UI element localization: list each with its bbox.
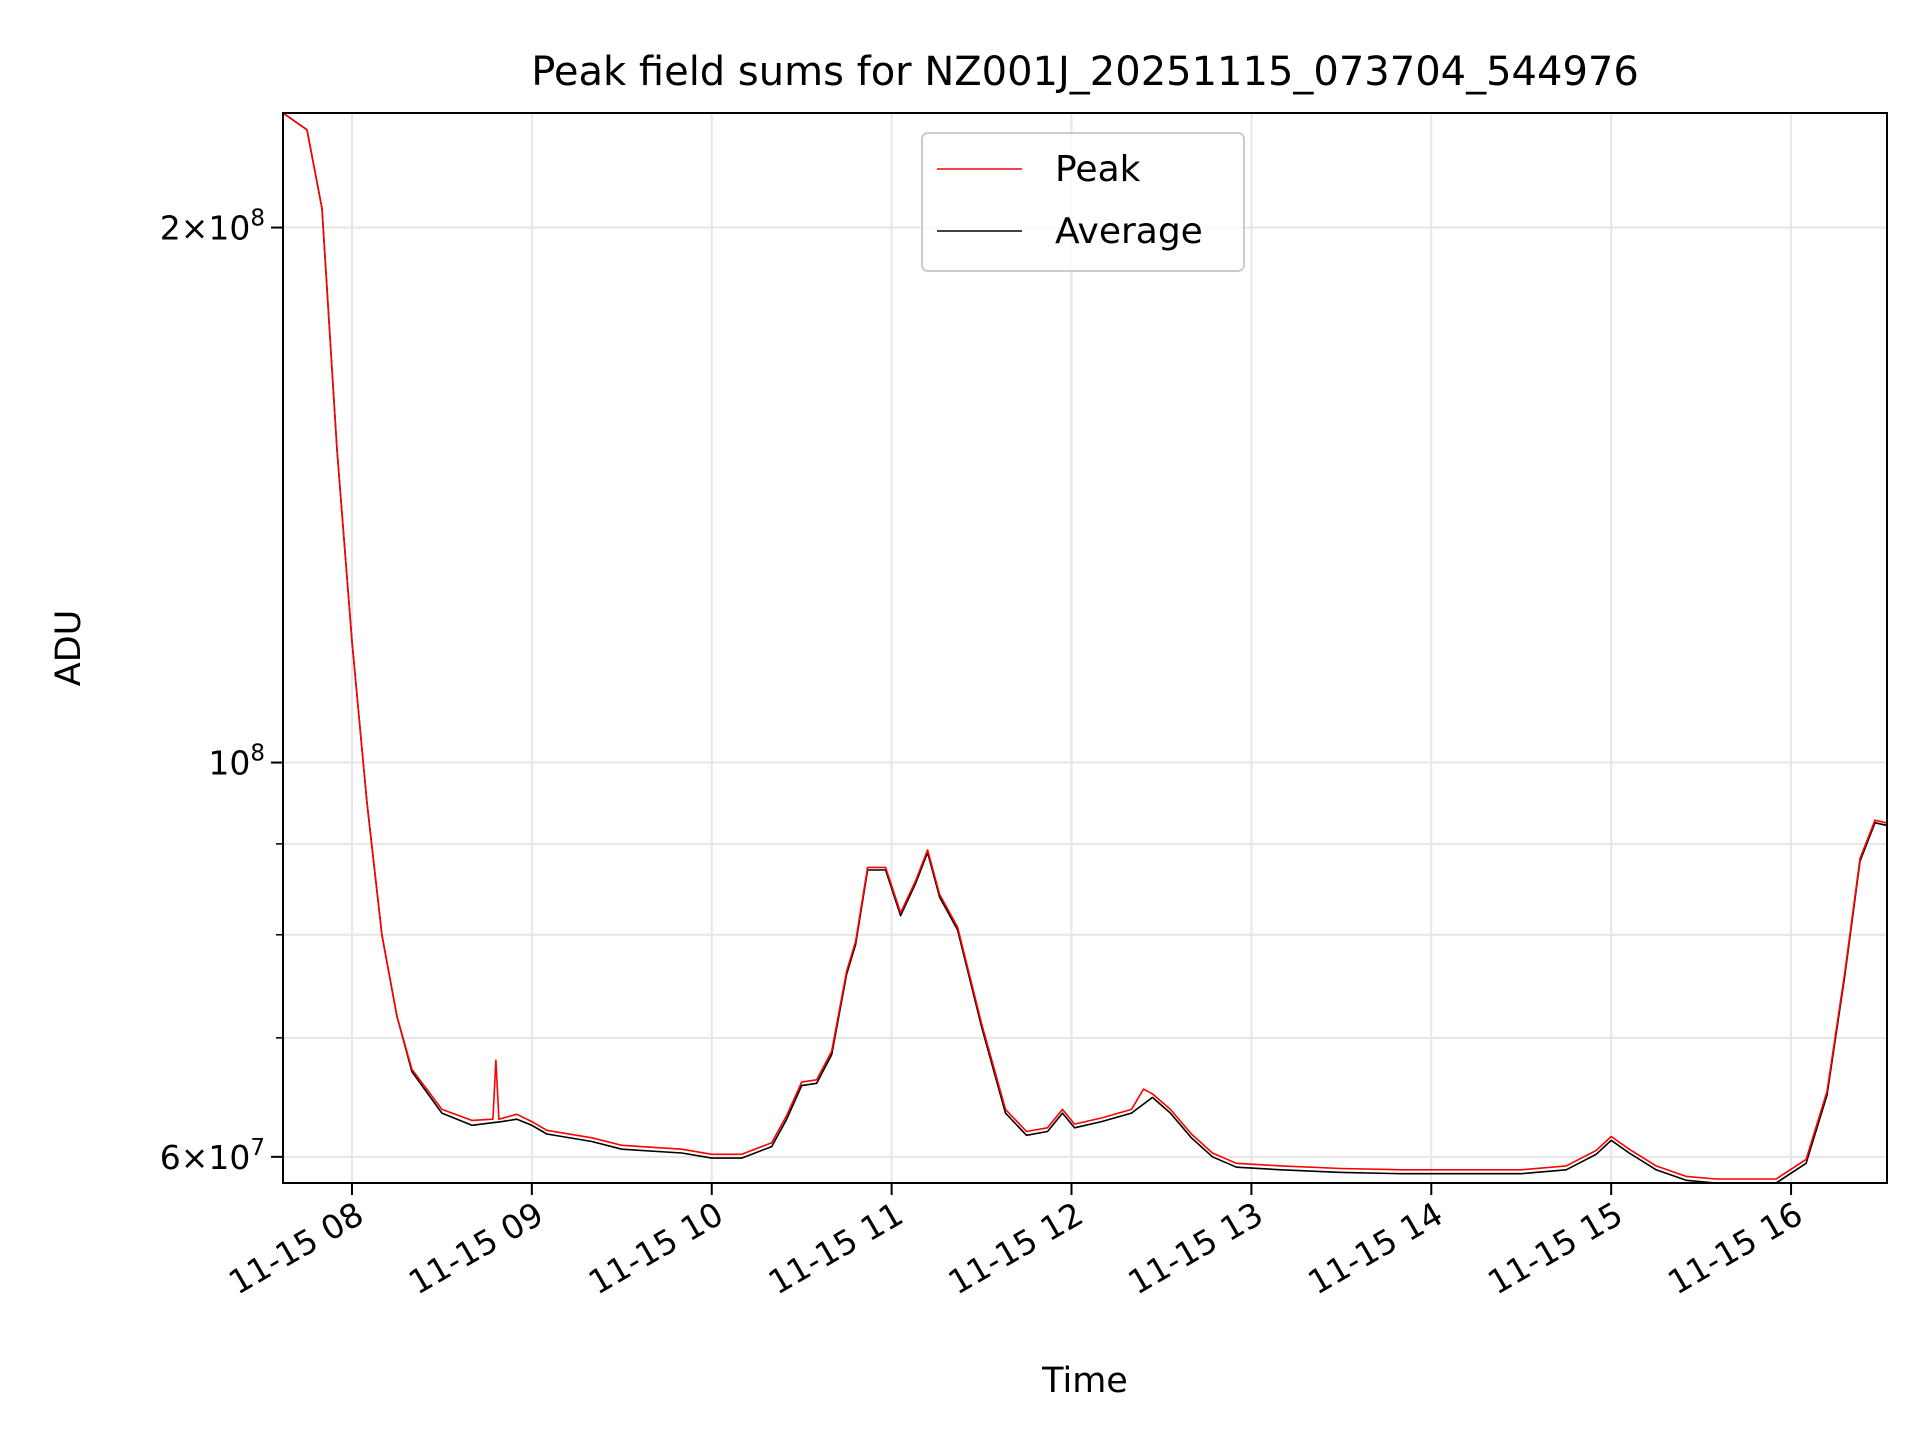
legend-label-average: Average xyxy=(1055,211,1203,252)
y-tick-label: 108 xyxy=(208,741,265,783)
series-line-average xyxy=(283,113,1887,1183)
legend-box xyxy=(921,132,1245,272)
y-tick-label: 6×107 xyxy=(160,1135,265,1177)
x-axis-label: Time xyxy=(1041,1361,1128,1401)
y-tick-label: 2×108 xyxy=(160,206,265,248)
plot-frame xyxy=(282,112,1888,1184)
y-axis-ticks: 6×107 108 2×108 xyxy=(160,206,283,1177)
legend-label-peak: Peak xyxy=(1055,149,1141,190)
chart-title: Peak field sums for NZ001J_20251115_0737… xyxy=(531,49,1639,95)
series-line-peak xyxy=(283,113,1887,1180)
legend: Peak Average xyxy=(921,132,1245,272)
series-layer xyxy=(283,113,1887,1183)
y-axis-label: ADU xyxy=(49,610,89,687)
